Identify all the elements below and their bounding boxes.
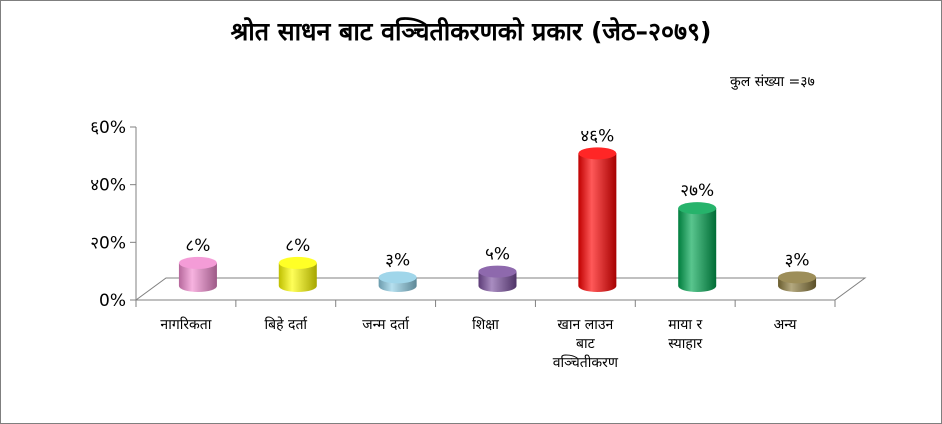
category-label: शिक्षा <box>472 316 499 333</box>
bar-1 <box>278 256 317 292</box>
data-label: ८% <box>185 236 210 256</box>
y-tick-label: ४0% <box>90 176 126 196</box>
category-label: माया र <box>668 317 702 333</box>
y-tick-label: 0% <box>99 291 126 311</box>
category-labels: नागरिकता बिहे दर्ता जन्म दर्ता शिक्षा खान ला… <box>160 316 797 371</box>
data-label: ३% <box>385 250 410 270</box>
y-tick-label: ६0% <box>90 118 126 138</box>
chart-title: श्रोत साधन बाट वञ्चितीकरणको प्रकार (जेठ–… <box>230 17 712 46</box>
bar-top <box>778 271 817 284</box>
bar-top <box>178 256 217 269</box>
bar-2 <box>378 271 417 292</box>
category-label: वञ्चितीकरण <box>553 354 619 371</box>
bar-4 <box>578 147 617 292</box>
data-labels: ८% ८% ३% ५% ४६% २७% ३% <box>185 126 809 270</box>
bar-0 <box>178 256 217 292</box>
category-label: स्याहार <box>668 336 702 352</box>
bar-6 <box>778 271 817 292</box>
bar-top <box>478 265 517 278</box>
category-label: जन्म दर्ता <box>362 316 410 333</box>
bar-top <box>678 202 717 215</box>
category-label: बिहे दर्ता <box>265 316 309 333</box>
bar-top <box>578 147 617 160</box>
bars <box>178 147 817 292</box>
category-label: नागरिकता <box>160 316 211 333</box>
bar-body <box>178 262 217 292</box>
bar-body <box>678 208 717 292</box>
bar-body <box>278 262 317 292</box>
bar-top <box>378 271 417 284</box>
data-label: ४६% <box>580 126 614 146</box>
data-label: ३% <box>785 250 810 270</box>
bar-5 <box>678 202 717 292</box>
data-label: २७% <box>680 181 714 201</box>
total-count-note: कुल संख्या =३७ <box>730 74 815 90</box>
bar-3 <box>478 265 517 292</box>
data-label: ८% <box>285 236 310 256</box>
category-label: अन्य <box>774 317 798 333</box>
bar-body <box>578 153 617 292</box>
bar-top <box>278 256 317 269</box>
data-label: ५% <box>485 245 510 265</box>
y-tick-label: २0% <box>90 233 126 253</box>
category-label: खान लाउन <box>557 317 613 333</box>
category-label: बाट <box>576 336 596 352</box>
y-axis-ticks: 0% २0% ४0% ६0% <box>90 118 136 311</box>
